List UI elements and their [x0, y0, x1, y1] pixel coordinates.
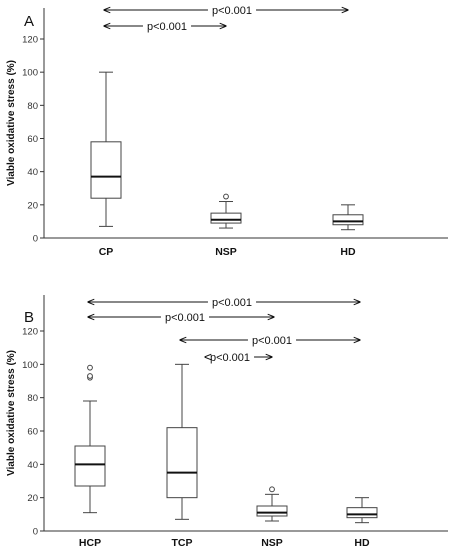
y-tick-label: 80: [27, 393, 38, 404]
outlier-point: [223, 193, 229, 200]
category-label: HD: [340, 246, 356, 258]
box-hcp: [74, 445, 106, 487]
box-nsp: [210, 212, 242, 224]
box-cp: [90, 141, 122, 199]
panel-b-chart: 0 20 40 60 80 100 120 Viable oxidative stress (…: [6, 295, 448, 549]
comparison-label: p<0.001: [165, 312, 205, 324]
category-label: CP: [99, 246, 114, 258]
y-tick-label: 100: [22, 68, 38, 79]
y-tick-label: 80: [27, 101, 38, 112]
y-tick-label: 60: [27, 134, 38, 145]
box-nsp: [256, 505, 288, 517]
y-tick-label: 60: [27, 427, 38, 438]
outlier-point: [87, 364, 93, 371]
outlier-point: [269, 486, 275, 493]
category-label: TCP: [172, 537, 193, 549]
category-label: HCP: [79, 537, 101, 549]
y-tick-label: 120: [22, 327, 38, 338]
category-label: NSP: [261, 537, 283, 549]
box-hd: [332, 214, 364, 226]
y-tick-label: 0: [33, 234, 38, 245]
y-tick-label: 40: [27, 460, 38, 471]
y-tick-label: 20: [27, 200, 38, 211]
y-tick-label: 120: [22, 35, 38, 46]
category-label: NSP: [215, 246, 237, 258]
comparison-label: p<0.001: [147, 21, 187, 33]
comparison-label: p<0.001: [212, 5, 252, 17]
panel-letter: A: [24, 13, 34, 30]
comparison-label: p<0.001: [252, 335, 292, 347]
category-label: HD: [354, 537, 370, 549]
outlier-point: [87, 373, 93, 379]
comparison-label: p<0.001: [212, 297, 252, 309]
panel-letter: B: [24, 309, 34, 326]
y-tick-label: 40: [27, 167, 38, 178]
y-axis-label: Viable oxidative stress (%): [6, 350, 17, 476]
y-axis-label: Viable oxidative stress (%): [6, 60, 17, 186]
y-tick-label: 100: [22, 360, 38, 371]
panel-a-chart: 0 20 40 60 80 100 120 Viable oxidative stress (…: [6, 5, 448, 258]
comparison-label: p<0.001: [210, 352, 250, 364]
box-hd: [346, 507, 378, 519]
y-tick-label: 20: [27, 493, 38, 504]
y-tick-label: 0: [33, 527, 38, 538]
box-tcp: [166, 427, 198, 499]
